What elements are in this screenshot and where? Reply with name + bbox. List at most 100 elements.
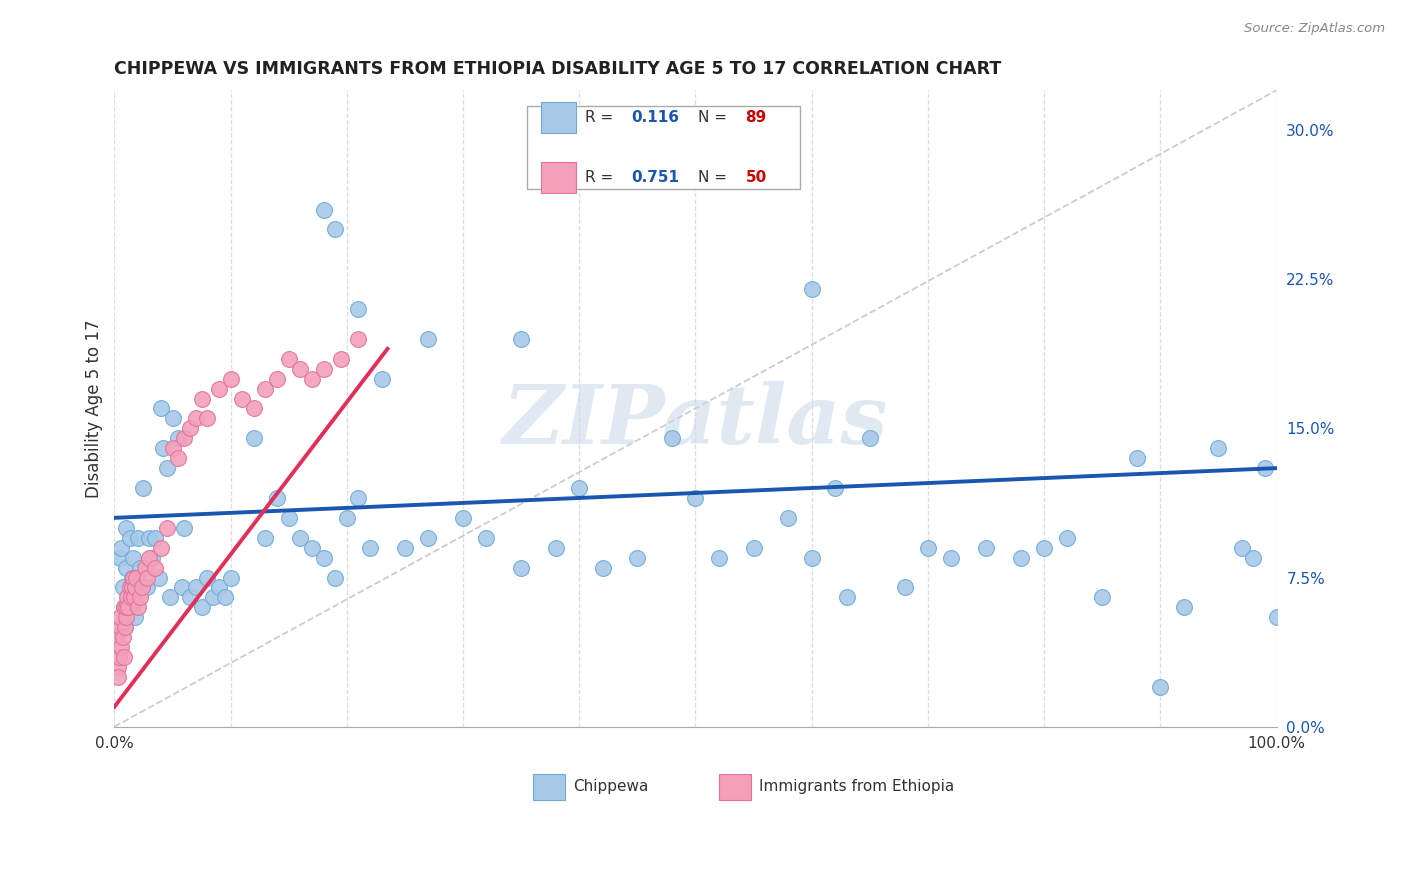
Point bbox=[323, 570, 346, 584]
Point bbox=[105, 630, 128, 644]
Point bbox=[323, 222, 346, 236]
Point bbox=[110, 640, 132, 654]
Text: 0.116: 0.116 bbox=[631, 110, 679, 125]
Point bbox=[277, 351, 299, 366]
Point bbox=[110, 620, 132, 634]
Point bbox=[170, 581, 193, 595]
Point bbox=[141, 550, 163, 565]
Point bbox=[156, 461, 179, 475]
Text: 0.751: 0.751 bbox=[631, 170, 679, 185]
Point bbox=[1254, 461, 1277, 475]
Text: Source: ZipAtlas.com: Source: ZipAtlas.com bbox=[1244, 22, 1385, 36]
Point bbox=[370, 371, 392, 385]
Point bbox=[179, 591, 201, 605]
Point bbox=[134, 560, 156, 574]
Point bbox=[190, 600, 212, 615]
Point bbox=[167, 451, 190, 466]
Point bbox=[121, 581, 143, 595]
Point bbox=[127, 600, 149, 615]
Point bbox=[118, 581, 141, 595]
Point bbox=[568, 481, 591, 495]
Point bbox=[312, 361, 335, 376]
Text: Immigrants from Ethiopia: Immigrants from Ethiopia bbox=[759, 779, 955, 794]
Point bbox=[418, 531, 440, 545]
Point bbox=[117, 600, 139, 615]
Point bbox=[974, 541, 997, 555]
Point bbox=[118, 531, 141, 545]
Point bbox=[115, 610, 138, 624]
Point bbox=[120, 591, 142, 605]
Point bbox=[277, 511, 299, 525]
Point bbox=[800, 550, 823, 565]
Point bbox=[156, 521, 179, 535]
Point bbox=[112, 650, 135, 665]
Point bbox=[114, 620, 136, 634]
Point bbox=[208, 382, 231, 396]
Point bbox=[143, 560, 166, 574]
Point bbox=[108, 650, 131, 665]
Point bbox=[148, 570, 170, 584]
Point bbox=[231, 392, 253, 406]
Point bbox=[138, 550, 160, 565]
Point bbox=[347, 332, 370, 346]
Point bbox=[800, 282, 823, 296]
Point bbox=[136, 581, 159, 595]
Point bbox=[243, 401, 266, 416]
Point bbox=[115, 560, 138, 574]
Point bbox=[115, 521, 138, 535]
Text: ZIPatlas: ZIPatlas bbox=[503, 381, 889, 461]
Point bbox=[1208, 442, 1230, 456]
Point bbox=[219, 371, 242, 385]
Point bbox=[835, 591, 858, 605]
Point bbox=[510, 332, 533, 346]
Point bbox=[122, 550, 145, 565]
Point bbox=[626, 550, 648, 565]
Text: CHIPPEWA VS IMMIGRANTS FROM ETHIOPIA DISABILITY AGE 5 TO 17 CORRELATION CHART: CHIPPEWA VS IMMIGRANTS FROM ETHIOPIA DIS… bbox=[114, 60, 1001, 78]
Point bbox=[111, 581, 134, 595]
Point bbox=[110, 610, 132, 624]
Point bbox=[125, 570, 148, 584]
Point bbox=[127, 531, 149, 545]
Point bbox=[336, 511, 359, 525]
Point bbox=[131, 581, 153, 595]
Point bbox=[115, 600, 138, 615]
Point bbox=[917, 541, 939, 555]
Point bbox=[301, 541, 323, 555]
Point bbox=[184, 581, 207, 595]
Point bbox=[1126, 451, 1149, 466]
FancyBboxPatch shape bbox=[541, 103, 576, 133]
Point bbox=[110, 541, 132, 555]
Point bbox=[149, 401, 172, 416]
Point bbox=[707, 550, 730, 565]
Point bbox=[290, 531, 312, 545]
Point bbox=[159, 591, 181, 605]
Point bbox=[939, 550, 962, 565]
Point bbox=[1056, 531, 1078, 545]
Text: N =: N = bbox=[697, 110, 731, 125]
Point bbox=[173, 431, 195, 445]
Point bbox=[129, 560, 152, 574]
Text: N =: N = bbox=[697, 170, 731, 185]
Point bbox=[1091, 591, 1114, 605]
FancyBboxPatch shape bbox=[718, 774, 751, 800]
Point bbox=[266, 371, 288, 385]
Point bbox=[115, 591, 138, 605]
Point bbox=[112, 600, 135, 615]
Point bbox=[301, 371, 323, 385]
Point bbox=[184, 411, 207, 425]
Point bbox=[824, 481, 846, 495]
Point bbox=[173, 521, 195, 535]
Point bbox=[1241, 550, 1264, 565]
Point bbox=[124, 610, 146, 624]
Point bbox=[347, 491, 370, 505]
Point bbox=[121, 570, 143, 584]
Point bbox=[475, 531, 498, 545]
Point bbox=[1265, 610, 1288, 624]
Point bbox=[290, 361, 312, 376]
Point bbox=[143, 531, 166, 545]
Point bbox=[121, 600, 143, 615]
Point bbox=[661, 431, 683, 445]
Point bbox=[117, 591, 139, 605]
Point bbox=[742, 541, 765, 555]
Point bbox=[893, 581, 915, 595]
